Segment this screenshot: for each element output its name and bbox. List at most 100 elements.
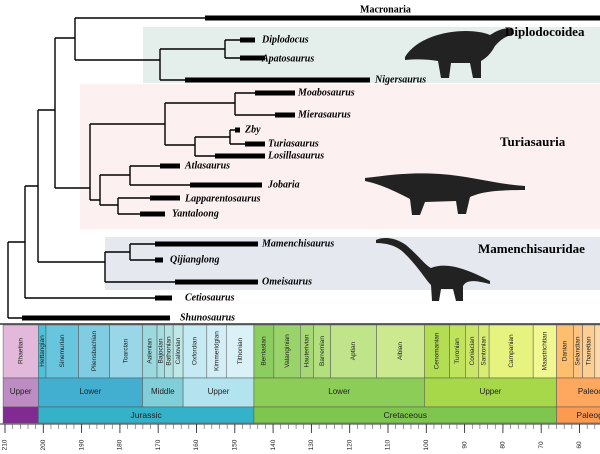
stage-cell (2, 324, 39, 379)
stage-label: Hauterivian (304, 334, 311, 367)
taxon-label: Atlasaurus (184, 160, 230, 171)
stage-cell (45, 324, 79, 379)
tick-label: 160 (193, 439, 200, 450)
stage-cell (488, 324, 534, 379)
tick-label: 190 (78, 439, 85, 450)
turiasauria-box (80, 84, 600, 229)
stage-label: Santonian (481, 336, 488, 366)
tick-label: 100 (423, 439, 430, 450)
tick-label: 150 (232, 439, 239, 450)
tick-label: 200 (40, 439, 47, 450)
stage-label: Pliensbachian (91, 330, 98, 371)
taxon-label: Cetiosaurus (185, 292, 235, 303)
epoch-cell (424, 377, 557, 408)
tree-branches (7, 15, 600, 321)
tick-label: 70 (538, 441, 545, 449)
taxon-label: Yantaloong (172, 208, 219, 219)
stage-label: Turonian (454, 338, 461, 364)
stage-label: Coniacian (469, 336, 476, 365)
stage-cell (330, 324, 377, 379)
triassic-cell (2, 406, 39, 424)
tick-label: 130 (308, 439, 315, 450)
timescale: Rhaetian Hettangian Sinemurian Pliensbachia… (0, 323, 600, 450)
taxon-label: Mamenchisaurus (261, 238, 334, 249)
stage-label: Danian (562, 340, 569, 361)
tick-label: 180 (117, 439, 124, 450)
clade-label: Diplodocoidea (505, 24, 585, 39)
stage-label: Berriasian (261, 336, 268, 366)
stage-label: Valanginian (284, 334, 291, 368)
taxon-label: Shunosaurus (180, 312, 235, 323)
clade-label: Mamenchisauridae (478, 241, 585, 256)
period-label: Cretaceous (384, 410, 427, 420)
stage-label: Sinemurian (59, 334, 66, 367)
stage-label: Hettangian (39, 335, 46, 367)
tick-label: 120 (346, 439, 353, 450)
stage-label: Barremian (319, 336, 326, 366)
tick-label: 140 (270, 439, 277, 450)
epoch-cell (142, 377, 184, 408)
epoch-label: Lower (328, 387, 350, 396)
branches (7, 17, 275, 319)
tick-label: 60 (576, 441, 583, 449)
stage-cell (273, 324, 301, 379)
epoch-label: Upper (480, 387, 502, 396)
taxon-label: Omeisaurus (262, 276, 312, 287)
stage-label: Bajocian (158, 338, 165, 363)
stage-label: Callovian (175, 337, 182, 364)
stage-label: Selandian (575, 336, 582, 365)
taxon-label: Losillasaurus (267, 150, 324, 161)
clade-label: Turiasauria (500, 134, 566, 149)
stage-cell (594, 324, 600, 379)
stage-label: Aalenian (146, 338, 153, 364)
stage-label: Campanian (508, 334, 515, 368)
taxon-label: Zby (244, 124, 261, 135)
epoch-cell (182, 377, 255, 408)
tick-label: 80 (500, 441, 507, 449)
range-bars (22, 15, 600, 321)
stage-label: Toarcian (123, 338, 130, 363)
taxon-label: Diplodocus (261, 34, 309, 45)
taxon-label: Turiasaurus (268, 138, 319, 149)
labels: Macronaria Diplodocus Apatosaurus Nigersaur… (170, 4, 585, 323)
taxon-label: Apatosaurus (261, 53, 314, 64)
taxon-label: Macronaria (360, 4, 411, 15)
epoch-label: Middle (151, 387, 175, 396)
stage-label: Albian (397, 342, 404, 360)
epoch-cell (38, 377, 143, 408)
stage-label: Bathonian (166, 336, 173, 366)
tick-label: 170 (155, 439, 162, 450)
epoch-cell (556, 377, 600, 408)
taxon-label: Mierasaurus (297, 109, 351, 120)
stage-label: Aptian (350, 341, 357, 360)
stage-label: Cenomanian (434, 332, 441, 369)
taxon-label: Qijianglong (170, 254, 219, 265)
tick-label: 90 (461, 441, 468, 449)
period-label: Paleogene (576, 410, 600, 420)
stage-cell (424, 324, 450, 379)
stage-label: Thanetian (585, 336, 592, 365)
stage-cell (376, 324, 425, 379)
epoch-label: Upper (10, 387, 32, 396)
diplodocoidea-box (143, 27, 600, 83)
period-cell (556, 406, 600, 424)
stage-label: Tithonian (237, 337, 244, 364)
taxon-label: Nigersaurus (374, 74, 426, 85)
taxon-label: Lapparentosaurus (184, 193, 261, 204)
epoch-cell (2, 377, 39, 408)
tick-label: 210 (2, 439, 9, 450)
stage-cell (78, 324, 110, 379)
epoch-label: Paleocene (578, 387, 600, 396)
tick-label: 110 (385, 439, 392, 450)
silhouettes (365, 28, 525, 301)
stage-label: Rhaetian (17, 338, 24, 364)
stage-label: Kimmeridgian (214, 331, 221, 371)
diplodocid-silhouette (405, 28, 514, 78)
stage-label: Maastrichtian (542, 331, 549, 370)
period-label: Jurassic (131, 410, 163, 420)
taxon-label: Moabosaurus (297, 87, 355, 98)
stage-label: Oxfordian (192, 337, 199, 366)
epoch-label: Lower (80, 387, 102, 396)
stage-cell (226, 324, 255, 379)
